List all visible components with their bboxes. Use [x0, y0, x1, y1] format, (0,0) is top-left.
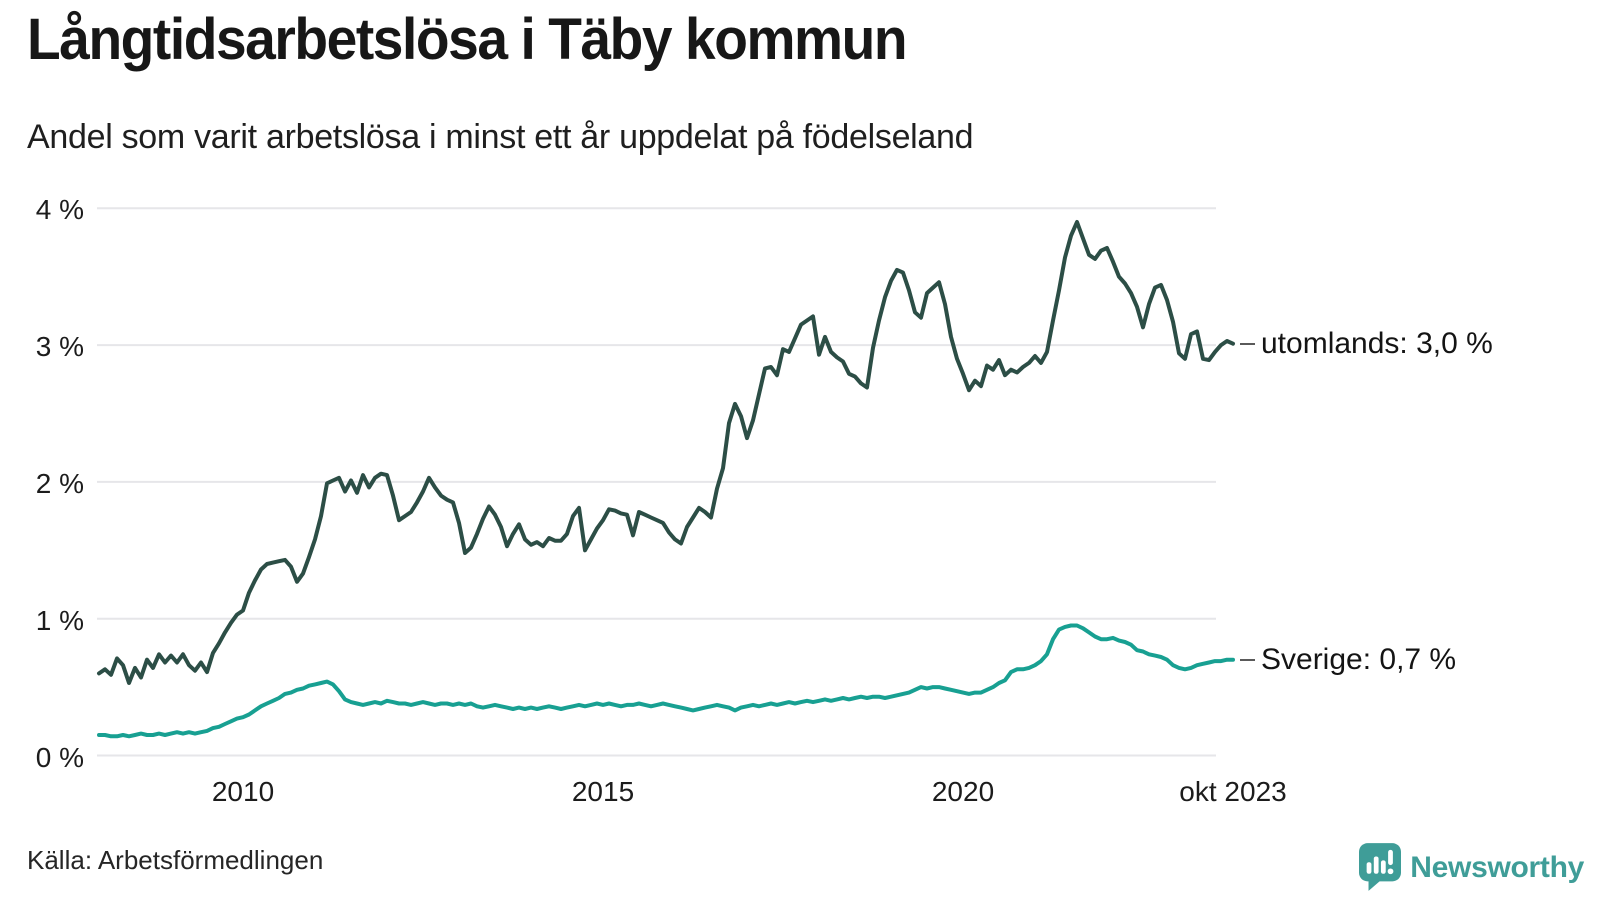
- y-tick-label: 0 %: [35, 741, 84, 773]
- utomlands-label-text: utomlands: 3,0 %: [1261, 326, 1493, 360]
- chart-subtitle: Andel som varit arbetslösa i minst ett å…: [27, 118, 974, 156]
- y-tick-label: 4 %: [35, 194, 84, 226]
- label-leader-dash: [1240, 658, 1255, 661]
- newsworthy-logo: Newsworthy: [1359, 843, 1584, 892]
- utomlands-line: [97, 220, 1235, 685]
- utomlands-series-label: utomlands: 3,0 %: [1240, 327, 1493, 361]
- y-tick-label: 3 %: [35, 331, 84, 363]
- x-tick-label: okt 2023: [1179, 776, 1287, 807]
- label-leader-dash: [1240, 342, 1255, 345]
- source-note: Källa: Arbetsförmedlingen: [27, 845, 324, 875]
- x-tick-label: 2010: [211, 776, 275, 807]
- newsworthy-icon: [1359, 843, 1402, 891]
- y-tick-label: 1 %: [35, 604, 84, 636]
- newsworthy-wordmark: Newsworthy: [1410, 850, 1584, 884]
- y-tick-label: 2 %: [35, 467, 84, 499]
- sverige-series-label: Sverige: 0,7 %: [1240, 643, 1456, 677]
- x-tick-label: 2015: [571, 776, 635, 807]
- sverige-line: [97, 623, 1235, 739]
- page-title: Långtidsarbetslösa i Täby kommun: [27, 7, 907, 72]
- x-tick-label: 2020: [931, 776, 995, 807]
- sverige-label-text: Sverige: 0,7 %: [1261, 642, 1457, 676]
